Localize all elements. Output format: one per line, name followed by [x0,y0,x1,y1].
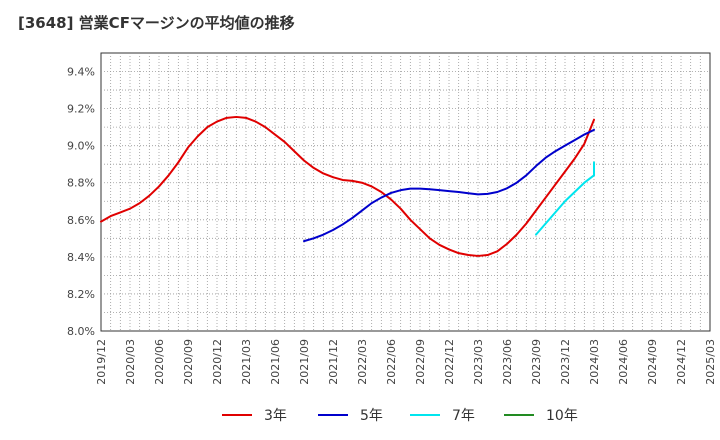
x-tick-label: 2020/12 [211,339,224,385]
x-tick-label: 2021/09 [298,339,311,385]
x-tick-label: 2024/03 [588,339,601,385]
legend-label: 7年 [452,408,475,424]
x-tick-label: 2021/12 [327,339,340,385]
grid [101,53,710,331]
x-tick-label: 2024/09 [646,339,659,385]
y-tick-label: 9.0% [67,140,95,153]
chart-title: [3648] 営業CFマージンの平均値の推移 [18,14,295,32]
series-lines [100,115,595,257]
legend-label: 10年 [546,408,578,424]
x-tick-label: 2023/03 [472,339,485,385]
y-tick-label: 9.2% [67,103,95,116]
x-tick-label: 2023/09 [530,339,543,385]
series-line-5年 [303,128,595,243]
y-tick-label: 8.6% [67,214,95,227]
x-tick-label: 2024/12 [675,339,688,385]
x-tick-label: 2025/03 [704,339,717,385]
y-axis: 8.0% 8.2% 8.4% 8.6% 8.8% 9.0% 9.2% 9.4% [67,66,95,338]
x-axis: 2019/12 2020/03 2020/06 2020/09 2020/12 2021/… [95,339,717,385]
y-tick-label: 8.4% [67,251,95,264]
y-tick-label: 9.4% [67,66,95,79]
x-tick-label: 2021/06 [269,339,282,385]
x-tick-label: 2022/12 [443,339,456,385]
series-line-7年 [535,161,595,236]
legend-label: 3年 [264,408,287,424]
legend: 3年 5年 7年 10年 [222,408,578,424]
y-tick-label: 8.2% [67,288,95,301]
x-tick-label: 2023/06 [501,339,514,385]
x-tick-label: 2022/09 [414,339,427,385]
x-tick-label: 2020/03 [124,339,137,385]
x-tick-label: 2022/03 [356,339,369,385]
y-tick-label: 8.8% [67,177,95,190]
plot-frame [100,52,711,332]
x-tick-label: 2021/03 [240,339,253,385]
x-tick-label: 2020/06 [153,339,166,385]
legend-label: 5年 [360,408,383,424]
x-tick-label: 2020/09 [182,339,195,385]
y-tick-label: 8.0% [67,325,95,338]
x-tick-label: 2022/06 [385,339,398,385]
x-tick-label: 2024/06 [617,339,630,385]
series-line-3年 [100,115,595,257]
plot-area [100,52,711,332]
x-tick-label: 2019/12 [95,339,108,385]
x-tick-label: 2023/12 [559,339,572,385]
